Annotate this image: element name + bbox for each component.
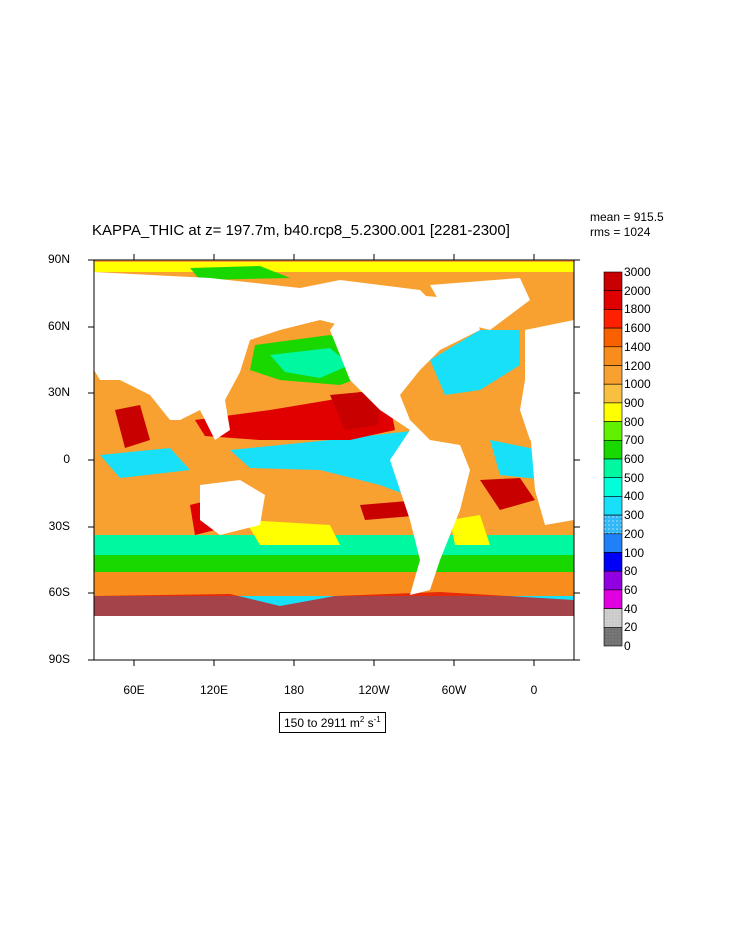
units-mid: s xyxy=(364,716,374,730)
colorbar-swatch xyxy=(603,327,623,348)
colorbar-label: 200 xyxy=(624,526,645,541)
colorbar-swatch xyxy=(603,514,623,535)
units-exp2: -1 xyxy=(373,715,381,724)
colorbar-swatch xyxy=(603,402,623,422)
stats-box: mean = 915.5 rms = 1024 xyxy=(590,210,664,240)
colorbar-label: 0 xyxy=(624,639,631,653)
axis-ticks xyxy=(88,254,580,666)
ytick-60s: 60S xyxy=(48,585,70,599)
plot-title: KAPPA_THIC at z= 197.7m, b40.rcp8_5.2300… xyxy=(92,222,510,239)
eq-pacific-cyan xyxy=(230,430,440,500)
colorbar-swatch xyxy=(603,383,623,404)
colorbar-label: 300 xyxy=(624,508,645,523)
sa-red-gyre xyxy=(480,478,535,510)
colorbar-swatch xyxy=(603,439,623,460)
np-teal xyxy=(270,348,350,378)
colorbar-label: 2000 xyxy=(624,283,651,298)
colorbar-label: 900 xyxy=(624,395,645,410)
so-band-3 xyxy=(94,572,574,596)
so-red-band xyxy=(94,592,574,616)
mean-value: mean = 915.5 xyxy=(590,210,664,224)
colorbar-label: 600 xyxy=(624,452,645,466)
colorbar-label: 1600 xyxy=(624,321,651,336)
colorbar-swatch xyxy=(603,570,623,591)
colorbar-label: 1800 xyxy=(624,302,651,317)
colorbar-swatch xyxy=(603,608,623,628)
colorbar-label: 80 xyxy=(624,564,638,579)
colorbar-label: 500 xyxy=(624,470,645,485)
arctic-yellow xyxy=(94,262,574,272)
ocean-field xyxy=(94,260,574,660)
units-box: 150 to 2911 m2 s-1 xyxy=(279,712,386,733)
so-band-2 xyxy=(94,555,574,575)
xtick-180: 180 xyxy=(283,683,305,697)
colorbar-swatch xyxy=(603,552,623,572)
ytick-30s: 30S xyxy=(48,519,70,533)
colorbar-label: 800 xyxy=(624,414,645,429)
colorbar-label: 400 xyxy=(624,489,645,504)
colorbar-label: 3000 xyxy=(624,265,651,279)
rms-value: rms = 1024 xyxy=(590,225,651,239)
xtick-60w: 60W xyxy=(441,683,467,697)
ytick-90s: 90S xyxy=(48,652,70,666)
colorbar xyxy=(603,271,623,647)
xtick-60e: 60E xyxy=(123,683,145,697)
xtick-120w: 120W xyxy=(358,683,390,697)
colorbar-label: 1400 xyxy=(624,339,651,354)
colorbar-label: 100 xyxy=(624,545,645,560)
land-masses xyxy=(94,272,574,660)
colorbar-label: 20 xyxy=(624,620,638,635)
colorbar-swatch xyxy=(603,477,623,497)
sp-yellow xyxy=(245,520,340,545)
colorbar-swatch xyxy=(603,346,623,366)
np-dark-red xyxy=(330,392,380,430)
colorbar-swatch xyxy=(603,496,623,516)
eq-indian-cyan xyxy=(100,448,190,478)
colorbar-swatch xyxy=(603,309,623,329)
sa-yellow xyxy=(450,515,490,545)
ytick-0: 0 xyxy=(63,452,70,466)
colorbar-swatch xyxy=(603,290,623,310)
colorbar-label: 1000 xyxy=(624,377,651,392)
units-exp1: 2 xyxy=(359,715,365,724)
colorbar-swatch xyxy=(603,271,623,292)
colorbar-swatch xyxy=(603,626,623,647)
ytick-30n: 30N xyxy=(47,385,70,399)
colorbar-swatch xyxy=(603,533,623,553)
xtick-0: 0 xyxy=(530,683,538,697)
colorbar-label: 40 xyxy=(624,601,638,616)
colorbar-swatch xyxy=(603,365,623,385)
colorbar-swatch xyxy=(603,589,623,609)
colorbar-swatch xyxy=(603,421,623,441)
colorbar-label: 60 xyxy=(624,582,638,597)
ytick-60n: 60N xyxy=(47,319,70,333)
io-red xyxy=(115,405,150,448)
ytick-90n: 90N xyxy=(47,252,70,266)
na-cyan xyxy=(430,330,520,395)
units-prefix: 150 to 2911 m xyxy=(284,716,360,730)
colorbar-label: 700 xyxy=(624,433,645,448)
arctic-green xyxy=(190,266,290,280)
colorbar-label: 1200 xyxy=(624,358,651,373)
colorbar-swatch xyxy=(603,458,623,479)
xtick-120e: 120E xyxy=(199,683,229,697)
